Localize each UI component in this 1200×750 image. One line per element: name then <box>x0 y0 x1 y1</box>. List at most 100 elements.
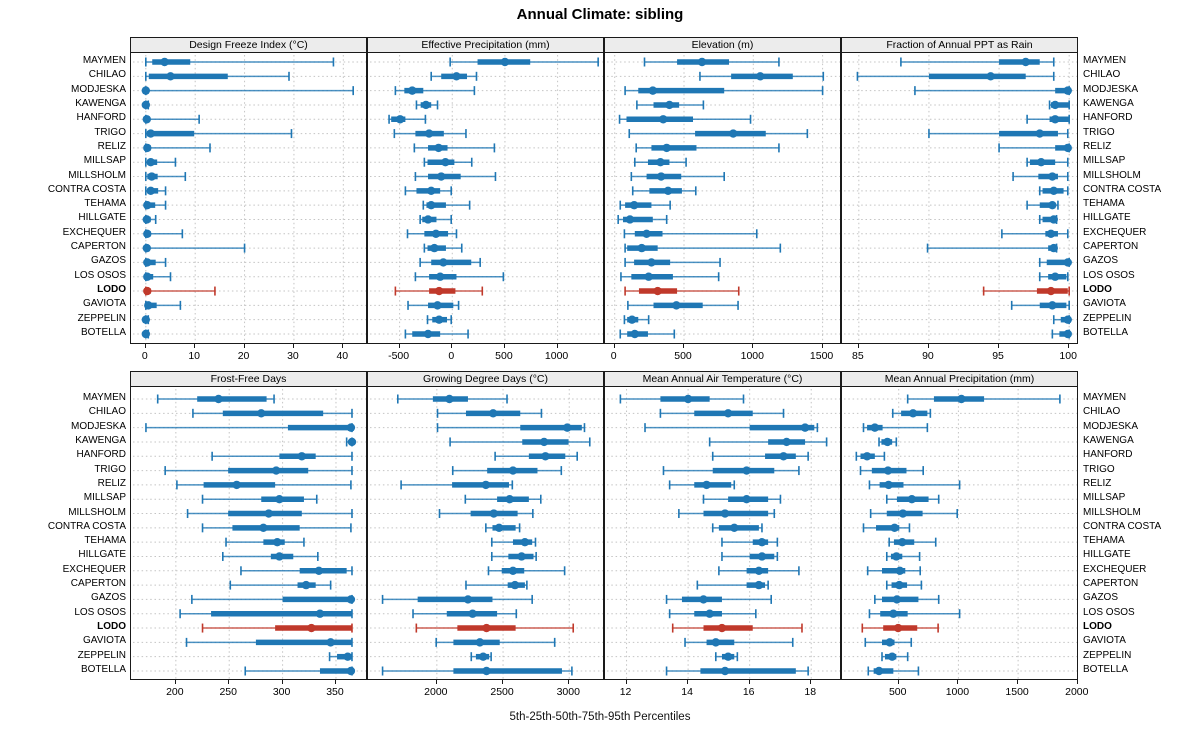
median-dot <box>427 186 436 196</box>
station-label-left-modjeska: MODJESKA <box>70 420 126 432</box>
median-dot <box>520 537 530 547</box>
axis-tick-dfi <box>194 344 196 348</box>
median-dot <box>1063 258 1072 267</box>
median-dot <box>434 143 443 153</box>
axis-tick-ep <box>556 344 558 348</box>
station-label-right-reliz: RELIZ <box>1083 140 1112 152</box>
median-dot <box>1048 200 1057 210</box>
axis-tick-frac <box>927 344 929 348</box>
station-label-right-millsholm: MILLSHOLM <box>1083 506 1141 518</box>
median-dot <box>717 623 727 633</box>
axis-tick-frac <box>998 344 1000 348</box>
median-dot <box>757 552 767 561</box>
station-label-left-maymen: MAYMEN <box>82 392 126 403</box>
station-label-right-reliz: RELIZ <box>1083 477 1112 489</box>
axis-tick-label-mat: 16 <box>742 686 755 698</box>
median-dot <box>720 509 730 518</box>
median-dot <box>630 329 639 339</box>
median-dot <box>893 623 903 633</box>
axis-tick-label-ffd: 250 <box>219 686 237 698</box>
axis-tick-label-elev: 500 <box>674 350 692 362</box>
axis-tick-elev <box>821 344 823 348</box>
median-dot <box>637 243 646 253</box>
median-dot <box>271 466 281 475</box>
median-dot <box>494 523 504 533</box>
station-label-left-los-osos: LOS OSOS <box>74 269 126 281</box>
median-dot <box>683 394 693 404</box>
axis-tick-label-gdd: 3000 <box>556 686 580 698</box>
median-dot <box>697 57 707 67</box>
station-label-left-exchequer: EXCHEQUER <box>62 563 126 575</box>
percentiles-caption: 5th-25th-50th-75th-95th Percentiles <box>509 711 691 723</box>
median-dot <box>986 72 995 81</box>
station-label-right-hillgate: HILLGATE <box>1083 212 1131 224</box>
axis-tick-mat <box>687 680 689 684</box>
station-label-left-hanford: HANFORD <box>76 449 126 461</box>
strip-title-ep: Effective Precipitation (mm) <box>367 37 604 53</box>
median-dot <box>653 286 662 296</box>
axis-tick-label-map: 1500 <box>1005 686 1029 698</box>
station-label-right-gazos: GAZOS <box>1083 255 1119 267</box>
axis-tick-label-ffd: 300 <box>272 686 291 698</box>
strip-title-frac: Fraction of Annual PPT as Rain <box>841 37 1078 53</box>
median-dot <box>1050 115 1060 124</box>
strip-title-mat: Mean Annual Air Temperature (°C) <box>604 371 841 387</box>
station-label-left-gaviota: GAVIOTA <box>83 298 126 310</box>
median-dot <box>259 523 268 533</box>
station-label-right-botella: BOTELLA <box>1083 327 1129 338</box>
median-dot <box>1048 172 1057 181</box>
median-dot <box>659 115 668 124</box>
median-dot <box>672 301 681 310</box>
station-label-left-lodo: LODO <box>97 621 126 633</box>
panel-ffd <box>130 386 367 680</box>
median-dot <box>1063 315 1072 324</box>
station-label-right-lodo: LODO <box>1083 284 1112 296</box>
axis-tick-label-mat: 12 <box>619 686 632 698</box>
station-label-right-chilao: CHILAO <box>1083 406 1121 418</box>
station-label-left-millsap: MILLSAP <box>83 155 126 167</box>
axis-tick-label-frac: 95 <box>992 350 1004 362</box>
median-dot <box>647 258 656 267</box>
station-label-left-gazos: GAZOS <box>90 255 126 267</box>
median-dot <box>729 129 738 138</box>
median-dot <box>723 409 733 418</box>
station-label-right-tehama: TEHAMA <box>1083 535 1125 547</box>
station-label-right-modjeska: MODJESKA <box>1083 420 1139 432</box>
median-dot <box>702 480 711 490</box>
station-label-left-exchequer: EXCHEQUER <box>62 226 126 238</box>
station-label-right-los-osos: LOS OSOS <box>1083 606 1135 618</box>
station-label-left-tehama: TEHAMA <box>84 198 126 210</box>
median-dot <box>890 523 899 533</box>
median-dot <box>488 409 498 418</box>
axis-tick-ffd <box>334 680 336 684</box>
median-dot <box>482 666 491 676</box>
station-label-right-contra-costa: CONTRA COSTA <box>1083 520 1162 532</box>
median-dot <box>508 566 518 575</box>
median-dot <box>1046 286 1056 296</box>
median-dot <box>143 143 152 153</box>
station-label-right-millsholm: MILLSHOLM <box>1083 169 1141 181</box>
panel-ep <box>367 52 604 344</box>
median-dot <box>273 537 282 547</box>
axis-tick-ep <box>503 344 505 348</box>
station-label-right-tehama: TEHAMA <box>1083 198 1125 210</box>
median-dot <box>898 509 908 518</box>
median-dot <box>346 423 356 432</box>
station-label-left-contra-costa: CONTRA COSTA <box>47 183 126 195</box>
station-label-right-exchequer: EXCHEQUER <box>1083 563 1147 575</box>
median-dot <box>1035 129 1044 138</box>
strip-title-ffd: Frost-Free Days <box>130 371 367 387</box>
median-dot <box>754 580 764 590</box>
median-dot <box>142 115 151 124</box>
median-dot <box>421 100 431 110</box>
axis-tick-frac <box>1068 344 1070 348</box>
station-label-left-maymen: MAYMEN <box>82 55 126 66</box>
station-label-right-chilao: CHILAO <box>1083 69 1121 81</box>
median-dot <box>346 595 356 604</box>
station-label-right-gaviota: GAVIOTA <box>1083 635 1126 647</box>
station-label-left-los-osos: LOS OSOS <box>74 606 126 618</box>
station-label-right-maymen: MAYMEN <box>1083 392 1127 403</box>
station-label-left-chilao: CHILAO <box>88 406 126 418</box>
median-dot <box>656 172 666 181</box>
